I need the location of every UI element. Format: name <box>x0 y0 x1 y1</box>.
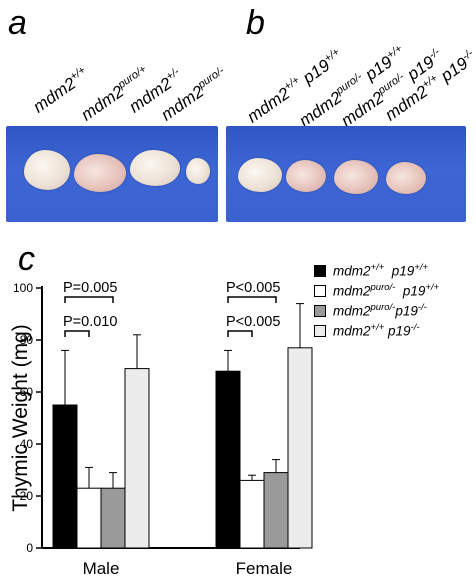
x-tick-label: Male <box>83 559 120 578</box>
thymus-specimen <box>130 150 180 186</box>
p-value-label: P=0.010 <box>63 314 117 330</box>
p-value-label: P<0.005 <box>226 314 280 330</box>
bar <box>215 370 241 549</box>
y-tick-label: 60 <box>20 385 34 399</box>
legend-label: mdm2puro/- p19+/+ <box>333 282 440 299</box>
x-tick-label: Female <box>236 559 293 578</box>
thymus-specimen <box>286 160 326 192</box>
y-tick-label: 20 <box>20 489 34 503</box>
significance-bracket <box>227 296 277 303</box>
bar <box>76 487 102 549</box>
legend-label: mdm2puro/-p19-/- <box>333 302 427 319</box>
thymus-specimen <box>386 162 426 194</box>
panel-b-letter: b <box>246 4 265 42</box>
bar <box>263 472 289 549</box>
significance-bracket <box>227 330 253 337</box>
y-tick-label: 0 <box>26 541 33 555</box>
panel-c-letter: c <box>18 240 35 278</box>
significance-bracket <box>64 296 114 303</box>
legend-swatch <box>314 285 326 297</box>
bar <box>52 404 78 549</box>
y-tick-label: 40 <box>20 437 34 451</box>
y-tick-label: 80 <box>20 333 34 347</box>
panel-a-letter: a <box>8 4 27 42</box>
thymus-specimen <box>186 158 210 184</box>
legend-swatch <box>314 265 326 277</box>
thymus-specimen <box>334 160 378 194</box>
p-value-label: P<0.005 <box>226 280 280 296</box>
bar <box>287 347 313 549</box>
legend-label: mdm2+/+ p19+/+ <box>333 262 429 279</box>
thymus-photo-a <box>6 126 218 222</box>
significance-bracket <box>64 330 90 337</box>
legend-swatch <box>314 325 326 337</box>
p-value-label: P=0.005 <box>63 280 117 296</box>
bar <box>100 487 126 549</box>
bar <box>239 479 265 549</box>
y-tick-label: 100 <box>13 281 33 295</box>
thymus-specimen <box>238 158 282 192</box>
y-axis-label: Thymic Weight (mg) <box>9 324 32 511</box>
legend-swatch <box>314 305 326 317</box>
thymus-specimen <box>24 150 70 190</box>
thymus-photo-b <box>226 126 466 222</box>
legend-label: mdm2+/+ p19-/- <box>333 322 420 339</box>
bar <box>124 368 150 549</box>
thymus-specimen <box>74 154 126 192</box>
